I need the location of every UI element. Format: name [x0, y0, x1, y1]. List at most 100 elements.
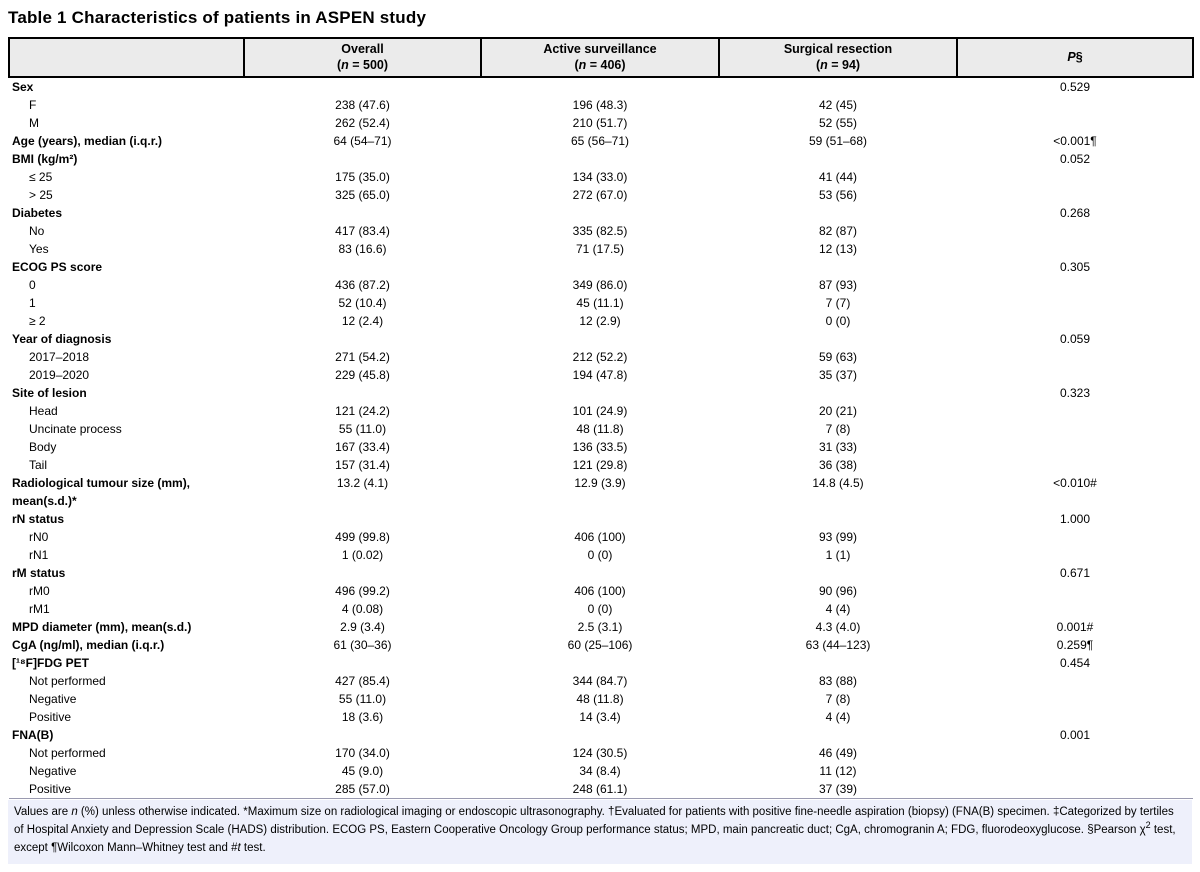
cell-value: 238 (47.6)	[335, 97, 390, 112]
cell-value: 4 (4)	[825, 709, 851, 724]
cell-pvalue: 0.529	[1059, 79, 1091, 94]
cell-value: 59 (63)	[818, 349, 858, 364]
cell-value: 12 (13)	[818, 241, 858, 256]
cell-value: 349 (86.0)	[572, 277, 628, 292]
table-row: Yes 83 (16.6) 71 (17.5) 12 (13)	[9, 240, 1193, 258]
cell-value: 0 (0)	[587, 547, 613, 562]
cell-value: 1 (0.02)	[341, 547, 384, 562]
table-row: 0 436 (87.2) 349 (86.0) 87 (93)	[9, 276, 1193, 294]
cell-pvalue	[957, 348, 1193, 366]
cell-pvalue	[957, 762, 1193, 780]
cell-pvalue	[957, 690, 1193, 708]
cell-value	[719, 564, 957, 582]
table-body: Sex 0.529 F 238 (47.6) 196 (48.3) 42 (45) M 262…	[9, 77, 1193, 799]
row-label: Year of diagnosis	[12, 331, 112, 346]
cell-value: 436 (87.2)	[335, 277, 390, 292]
characteristics-table: Overall (n = 500) Active surveillance (n = …	[8, 37, 1194, 799]
cell-pvalue	[957, 312, 1193, 330]
row-label: 2017–2018	[29, 349, 90, 364]
cell-value: 417 (83.4)	[335, 223, 390, 238]
cell-value: 196 (48.3)	[572, 97, 628, 112]
table-row: Not performed 170 (34.0) 124 (30.5) 46 (49)	[9, 744, 1193, 762]
table-row: rM1 4 (0.08) 0 (0) 4 (4)	[9, 600, 1193, 618]
cell-pvalue: 0.059	[1059, 331, 1091, 346]
cell-value: 18 (3.6)	[341, 709, 384, 724]
row-label: 2019–2020	[29, 367, 90, 382]
cell-value: 41 (44)	[818, 169, 858, 184]
cell-value	[719, 150, 957, 168]
table-row: Positive 18 (3.6) 14 (3.4) 4 (4)	[9, 708, 1193, 726]
cell-pvalue	[957, 366, 1193, 384]
cell-pvalue: 1.000	[1059, 511, 1091, 526]
row-label: rN0	[29, 529, 49, 544]
table-row: rN0 499 (99.8) 406 (100) 93 (99)	[9, 528, 1193, 546]
cell-value	[719, 204, 957, 222]
row-label: ECOG PS score	[12, 259, 103, 274]
row-label: Uncinate process	[29, 421, 122, 436]
column-header-subline: (n = 94)	[815, 58, 861, 73]
table-row: rN1 1 (0.02) 0 (0) 1 (1)	[9, 546, 1193, 564]
cell-pvalue: 0.454	[1059, 655, 1091, 670]
cell-value: 101 (24.9)	[572, 403, 628, 418]
table-row: ≤ 25 175 (35.0) 134 (33.0) 41 (44)	[9, 168, 1193, 186]
column-header-3: Surgical resection (n = 94)	[718, 37, 958, 78]
row-label: rN status	[12, 511, 65, 526]
cell-value: 7 (8)	[825, 691, 851, 706]
cell-value: 0 (0)	[825, 313, 851, 328]
cell-value	[244, 384, 481, 402]
cell-value	[719, 258, 957, 276]
table-row: No 417 (83.4) 335 (82.5) 82 (87)	[9, 222, 1193, 240]
cell-value	[244, 330, 481, 348]
cell-value: 406 (100)	[574, 529, 626, 544]
cell-value: 82 (87)	[818, 223, 858, 238]
row-label: Sex	[12, 79, 34, 94]
cell-value: 499 (99.8)	[335, 529, 390, 544]
cell-value	[719, 77, 957, 96]
row-label: F	[29, 97, 37, 112]
cell-value	[481, 150, 719, 168]
cell-value: 427 (85.4)	[335, 673, 390, 688]
row-label: [¹⁸F]FDG PET	[12, 655, 89, 670]
header-row: Overall (n = 500) Active surveillance (n = …	[8, 37, 1194, 78]
table-row: 2019–2020 229 (45.8) 194 (47.8) 35 (37)	[9, 366, 1193, 384]
table-row: 1 52 (10.4) 45 (11.1) 7 (7)	[9, 294, 1193, 312]
row-label: MPD diameter (mm), mean(s.d.)	[12, 619, 192, 634]
cell-value: 4 (4)	[825, 601, 851, 616]
cell-value: 36 (38)	[818, 457, 858, 472]
cell-value: 344 (84.7)	[572, 673, 628, 688]
table-row: F 238 (47.6) 196 (48.3) 42 (45)	[9, 96, 1193, 114]
column-header-2: Active surveillance (n = 406)	[480, 37, 720, 78]
table-row: Age (years), median (i.q.r.) 64 (54–71) 65…	[9, 132, 1193, 150]
cell-value: 7 (8)	[825, 421, 851, 436]
cell-value: 14.8 (4.5)	[812, 475, 864, 490]
cell-value: 12 (2.9)	[579, 313, 621, 328]
cell-pvalue	[957, 276, 1193, 294]
cell-pvalue	[957, 672, 1193, 690]
cell-value: 90 (96)	[818, 583, 858, 598]
cell-value: 59 (51–68)	[808, 133, 868, 148]
cell-value	[719, 384, 957, 402]
column-header-0	[8, 37, 245, 78]
cell-value: 4.3 (4.0)	[815, 619, 861, 634]
cell-value: 210 (51.7)	[572, 115, 628, 130]
cell-value	[481, 726, 719, 744]
cell-pvalue: 0.259¶	[1056, 637, 1094, 652]
cell-value: 271 (54.2)	[335, 349, 390, 364]
cell-value	[481, 258, 719, 276]
cell-value: 46 (49)	[818, 745, 858, 760]
cell-pvalue	[957, 779, 1193, 799]
cell-value: 325 (65.0)	[335, 187, 390, 202]
row-label: rM status	[12, 565, 66, 580]
row-label: Positive	[9, 779, 244, 799]
cell-value: 1 (1)	[825, 547, 851, 562]
cell-value: 55 (11.0)	[338, 691, 387, 706]
table-row: [¹⁸F]FDG PET 0.454	[9, 654, 1193, 672]
cell-value: 42 (45)	[818, 97, 858, 112]
cell-value: 272 (67.0)	[572, 187, 628, 202]
cell-pvalue	[957, 240, 1193, 258]
table-row: ECOG PS score 0.305	[9, 258, 1193, 276]
cell-value	[481, 204, 719, 222]
row-label: rM1	[29, 601, 50, 616]
cell-value	[719, 330, 957, 348]
